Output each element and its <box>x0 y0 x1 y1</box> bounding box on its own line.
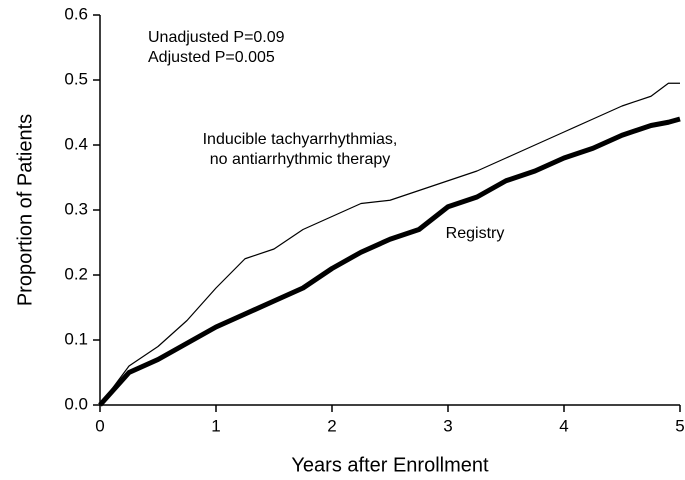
series-label: Inducible tachyarrhythmias, <box>203 131 398 148</box>
series-line <box>99 82 680 406</box>
y-axis-label: Proportion of Patients <box>14 114 36 306</box>
y-tick-label: 0.0 <box>64 394 88 413</box>
y-tick-label: 0.3 <box>64 199 88 218</box>
x-tick-label: 0 <box>95 416 104 435</box>
annotation: Adjusted P=0.005 <box>148 49 275 66</box>
x-tick-label: 2 <box>327 416 336 435</box>
series-label: no antiarrhythmic therapy <box>210 151 391 168</box>
y-tick-label: 0.5 <box>64 69 88 88</box>
y-tick-label: 0.6 <box>64 4 88 23</box>
y-tick-label: 0.2 <box>64 264 88 283</box>
series-label: Registry <box>446 225 505 242</box>
x-tick-label: 3 <box>443 416 452 435</box>
x-tick-label: 5 <box>675 416 684 435</box>
series-line <box>98 116 681 407</box>
annotation: Unadjusted P=0.09 <box>148 29 285 46</box>
y-tick-label: 0.1 <box>64 329 88 348</box>
x-axis-label: Years after Enrollment <box>291 454 489 476</box>
x-tick-label: 1 <box>211 416 220 435</box>
y-tick-label: 0.4 <box>64 134 88 153</box>
x-tick-label: 4 <box>559 416 568 435</box>
